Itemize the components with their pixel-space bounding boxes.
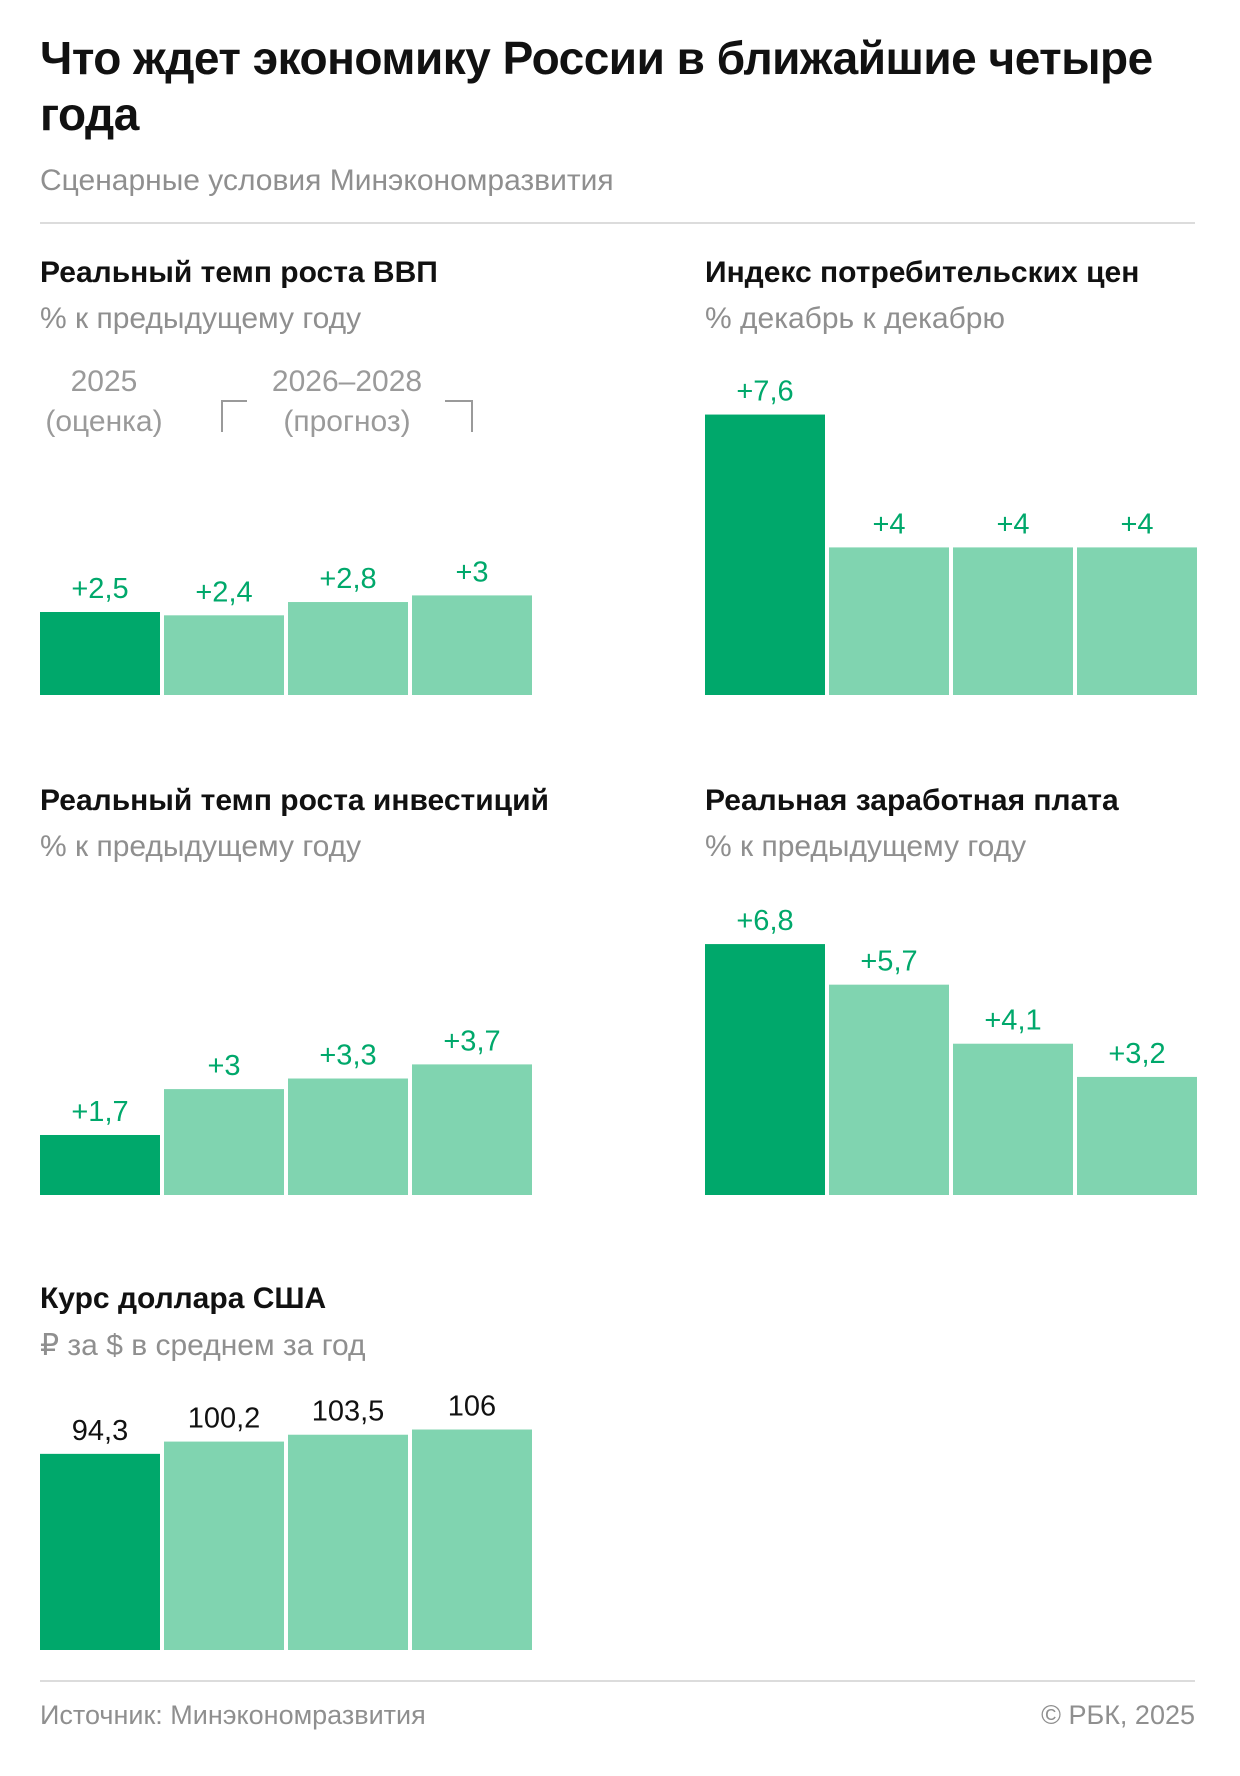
wages-bar-chart: +6,8 +5,7 +4,1 +3,2 xyxy=(705,905,1197,1195)
wages-value-label-2025: +6,8 xyxy=(736,905,793,937)
wages-bar-2027 xyxy=(953,1043,1073,1195)
gdp-bar-2026 xyxy=(164,615,284,695)
investment-bar-2028 xyxy=(412,1064,532,1195)
footer-source: Источник: Минэкономразвития xyxy=(40,1700,426,1730)
usd-bar-chart: 94,3 100,2 103,5 106 xyxy=(40,1391,532,1650)
usd-bar-2027 xyxy=(288,1434,408,1650)
wages-value-label-2027: +4,1 xyxy=(984,1005,1041,1037)
usd-bar-2028 xyxy=(412,1429,532,1650)
cpi-chart-subtitle: % декабрь к декабрю xyxy=(705,302,1005,335)
gdp-value-label-2028: +3 xyxy=(455,556,488,588)
usd-value-label-2026: 100,2 xyxy=(188,1403,261,1435)
usd-chart-title: Курс доллара США xyxy=(40,1282,327,1315)
cpi-bar-2026 xyxy=(829,547,949,695)
wages-chart-subtitle: % к предыдущему году xyxy=(705,830,1027,863)
cpi-bar-chart: +7,6 +4 +4 +4 xyxy=(705,376,1197,695)
wages-value-label-2028: +3,2 xyxy=(1108,1038,1165,1070)
usd-bar-2025 xyxy=(40,1453,160,1650)
wages-chart-title: Реальная заработная плата xyxy=(705,784,1119,817)
header-divider xyxy=(40,222,1195,224)
investment-bar-chart: +1,7 +3 +3,3 +3,7 xyxy=(40,1025,532,1195)
gdp-bar-2027 xyxy=(288,602,408,695)
legend-year-2025: 2025 xyxy=(70,365,138,398)
cpi-bar-2028 xyxy=(1077,547,1197,695)
cpi-value-label-2028: +4 xyxy=(1120,508,1153,540)
gdp-bar-2028 xyxy=(412,595,532,695)
footer-copyright: © РБК, 2025 xyxy=(1041,1700,1195,1730)
investment-bar-2026 xyxy=(164,1089,284,1195)
usd-value-label-2028: 106 xyxy=(448,1391,496,1423)
gdp-value-label-2027: +2,8 xyxy=(319,563,376,595)
usd-value-label-2027: 103,5 xyxy=(312,1396,385,1428)
investment-chart-title: Реальный темп роста инвестиций xyxy=(40,784,549,817)
cpi-chart-title: Индекс потребительских цен xyxy=(705,256,1140,289)
bracket-right xyxy=(445,400,473,432)
investment-value-label-2027: +3,3 xyxy=(319,1040,376,1072)
footer-divider xyxy=(40,1680,1195,1682)
gdp-chart-subtitle: % к предыдущему году xyxy=(40,302,362,335)
wages-bar-2025 xyxy=(705,944,825,1195)
legend-estimate: 2025 (оценка) xyxy=(40,362,168,442)
investment-value-label-2025: +1,7 xyxy=(71,1096,128,1128)
wages-bar-2026 xyxy=(829,984,949,1195)
investment-bar-2027 xyxy=(288,1078,408,1195)
cpi-value-label-2025: +7,6 xyxy=(736,376,793,408)
cpi-value-label-2027: +4 xyxy=(996,508,1029,540)
usd-value-label-2025: 94,3 xyxy=(72,1415,128,1447)
gdp-bar-chart: +2,5 +2,4 +2,8 +3 xyxy=(40,556,532,695)
cpi-bar-2027 xyxy=(953,547,1073,695)
cpi-bar-2025 xyxy=(705,414,825,695)
cpi-value-label-2026: +4 xyxy=(872,508,905,540)
wages-bar-2028 xyxy=(1077,1076,1197,1195)
legend-forecast: 2026–2028 (прогноз) xyxy=(252,362,442,442)
gdp-bar-2025 xyxy=(40,612,160,695)
bracket-left xyxy=(221,400,247,432)
legend-forecast-label: (прогноз) xyxy=(283,405,411,438)
wages-value-label-2026: +5,7 xyxy=(860,946,917,978)
investment-bar-2025 xyxy=(40,1134,160,1195)
investment-value-label-2026: +3 xyxy=(207,1050,240,1082)
usd-chart-subtitle: ₽ за $ в среднем за год xyxy=(40,1329,366,1362)
page-subtitle: Сценарные условия Минэкономразвития xyxy=(40,164,614,197)
gdp-value-label-2026: +2,4 xyxy=(195,576,252,608)
legend-estimate-label: (оценка) xyxy=(45,405,163,438)
investment-chart-subtitle: % к предыдущему году xyxy=(40,830,362,863)
usd-bar-2026 xyxy=(164,1441,284,1650)
gdp-chart-title: Реальный темп роста ВВП xyxy=(40,256,438,289)
gdp-value-label-2025: +2,5 xyxy=(71,573,128,605)
investment-value-label-2028: +3,7 xyxy=(443,1025,500,1057)
page-title: Что ждет экономику России в ближайшие че… xyxy=(40,32,1153,140)
legend-years-forecast: 2026–2028 xyxy=(271,365,423,398)
